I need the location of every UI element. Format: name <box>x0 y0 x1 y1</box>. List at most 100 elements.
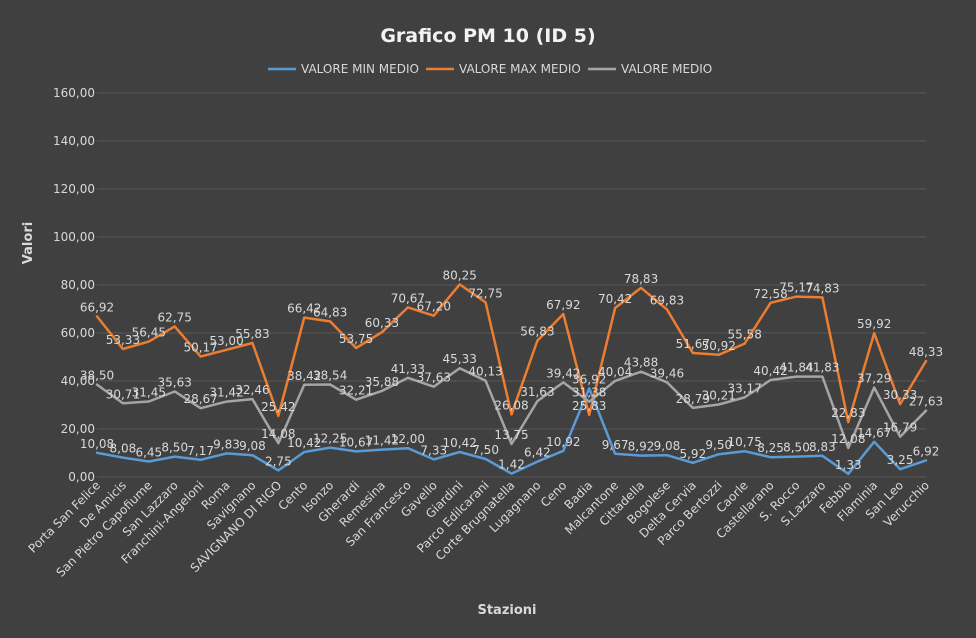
data-label: 26,08 <box>494 398 528 412</box>
data-label: 72,58 <box>753 287 787 301</box>
data-label: 50,92 <box>702 339 736 353</box>
data-label: 45,33 <box>443 352 477 366</box>
y-tick-label: 40,00 <box>61 374 95 388</box>
data-label: 39,46 <box>650 366 684 380</box>
data-label: 9,83 <box>213 437 240 451</box>
data-label: 25,83 <box>572 399 606 413</box>
data-label: 12,08 <box>831 432 865 446</box>
x-axis-title: Stazioni <box>477 603 536 618</box>
data-label: 10,42 <box>287 436 321 450</box>
data-label: 14,08 <box>261 427 295 441</box>
legend-label: VALORE MEDIO <box>621 62 712 76</box>
data-label: 22,83 <box>831 406 865 420</box>
y-axis-ticks: 0,00 20,00 40,00 60,00 80,00 100,00 120,00 140,… <box>53 86 95 484</box>
data-label: 30,21 <box>702 388 736 402</box>
data-label: 40,04 <box>598 365 632 379</box>
data-label: 14,67 <box>857 426 891 440</box>
data-label: 8,50 <box>161 441 188 455</box>
data-label: 41,83 <box>805 361 839 375</box>
data-label: 27,63 <box>909 395 943 409</box>
data-label: 43,88 <box>624 356 658 370</box>
data-label: 50,17 <box>183 341 217 355</box>
data-label: 31,38 <box>572 386 606 400</box>
data-label: 53,33 <box>106 333 140 347</box>
data-label: 3,25 <box>887 453 914 467</box>
legend: VALORE MIN MEDIO VALORE MAX MEDIO VALORE M… <box>268 62 712 76</box>
data-label: 9,50 <box>705 438 732 452</box>
data-label: 41,84 <box>779 361 813 375</box>
data-label: 11,42 <box>365 434 399 448</box>
series-line <box>95 366 928 450</box>
gridlines <box>97 92 926 478</box>
data-label: 8,50 <box>783 441 810 455</box>
data-label: 8,25 <box>757 441 784 455</box>
data-label: 74,83 <box>805 281 839 295</box>
series-line <box>95 387 928 476</box>
data-label: 10,42 <box>443 436 477 450</box>
data-label: 12,25 <box>313 432 347 446</box>
y-tick-label: 160,00 <box>53 86 95 100</box>
data-label: 37,63 <box>417 371 451 385</box>
data-label: 10,67 <box>339 435 373 449</box>
data-label: 38,50 <box>80 369 114 383</box>
data-label: 32,21 <box>339 384 373 398</box>
data-label: 7,17 <box>187 444 214 458</box>
data-label: 35,63 <box>158 375 192 389</box>
data-label: 36,92 <box>572 372 606 386</box>
data-label: 66,42 <box>287 302 321 316</box>
data-label: 37,29 <box>857 372 891 386</box>
data-label: 10,75 <box>727 435 761 449</box>
data-label: 55,58 <box>727 328 761 342</box>
data-label: 80,25 <box>443 268 477 282</box>
y-tick-label: 0,00 <box>68 470 95 484</box>
data-label: 41,33 <box>391 362 425 376</box>
data-label: 9,08 <box>654 439 681 453</box>
series-group <box>95 283 928 476</box>
data-label: 56,83 <box>520 325 554 339</box>
data-label: 31,63 <box>520 385 554 399</box>
data-label: 64,83 <box>313 305 347 319</box>
data-label: 2,75 <box>265 454 292 468</box>
data-label: 10,92 <box>546 435 580 449</box>
data-label: 8,08 <box>110 442 137 456</box>
y-tick-label: 100,00 <box>53 230 95 244</box>
data-label: 70,42 <box>598 292 632 306</box>
data-label: 7,33 <box>420 443 447 457</box>
data-label: 33,17 <box>727 381 761 395</box>
data-label: 25,42 <box>261 400 295 414</box>
y-tick-label: 60,00 <box>61 326 95 340</box>
data-label: 28,79 <box>676 392 710 406</box>
data-label: 70,67 <box>391 291 425 305</box>
data-label: 38,54 <box>313 369 347 383</box>
y-tick-label: 120,00 <box>53 182 95 196</box>
y-tick-label: 80,00 <box>61 278 95 292</box>
data-label: 10,08 <box>80 437 114 451</box>
data-label: 67,20 <box>417 300 451 314</box>
data-label: 9,08 <box>239 439 266 453</box>
data-label: 8,83 <box>809 440 836 454</box>
data-label: 9,67 <box>602 438 629 452</box>
data-label: 13,75 <box>494 428 528 442</box>
y-axis-title: Valori <box>21 222 36 264</box>
data-label: 66,92 <box>80 300 114 314</box>
data-label: 6,92 <box>913 444 940 458</box>
data-label: 40,13 <box>468 365 502 379</box>
data-label: 56,45 <box>132 326 166 340</box>
y-tick-label: 140,00 <box>53 134 95 148</box>
data-label: 7,50 <box>472 443 499 457</box>
data-label: 67,92 <box>546 298 580 312</box>
data-label: 1,42 <box>498 458 525 472</box>
data-label: 53,75 <box>339 332 373 346</box>
data-label: 69,83 <box>650 293 684 307</box>
data-label: 51,67 <box>676 337 710 351</box>
data-label: 8,92 <box>628 440 655 454</box>
data-label: 31,42 <box>209 386 243 400</box>
data-label: 62,75 <box>158 310 192 324</box>
data-label: 16,79 <box>883 421 917 435</box>
data-label: 53,00 <box>209 334 243 348</box>
data-label: 38,42 <box>287 369 321 383</box>
chart-title: Grafico PM 10 (ID 5) <box>380 25 595 47</box>
